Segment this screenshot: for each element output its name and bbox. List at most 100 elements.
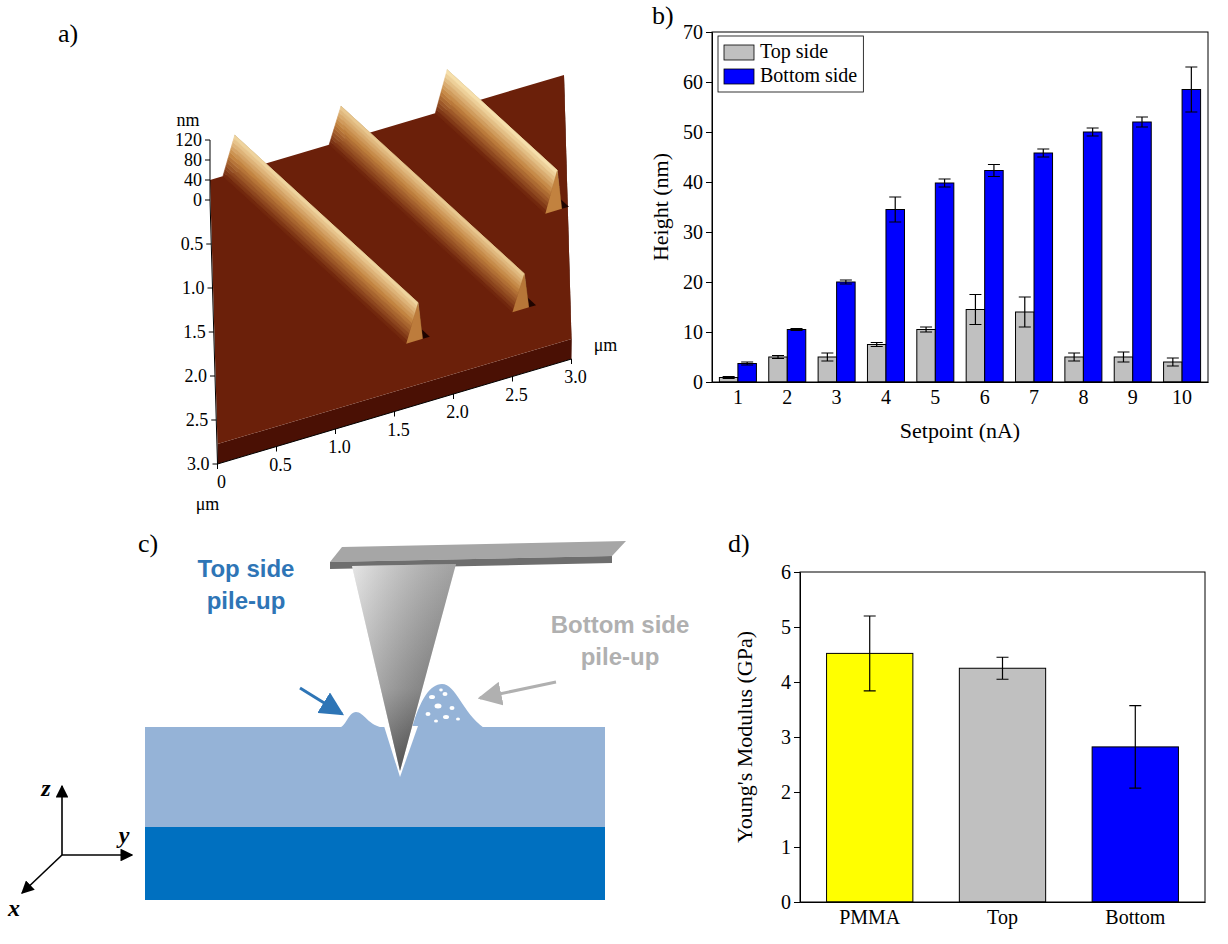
ridge-face xyxy=(340,106,524,277)
tick-mark xyxy=(706,32,712,33)
ridge-back-face xyxy=(235,135,419,306)
panel-label: d) xyxy=(728,529,750,558)
tick: 70 xyxy=(683,21,712,43)
tick-label: 5 xyxy=(781,616,791,638)
bottom-side-pile-up xyxy=(412,684,484,728)
tick-mark xyxy=(706,132,712,133)
tick-label: 4 xyxy=(781,671,791,693)
ridge-end xyxy=(406,303,423,344)
bar xyxy=(837,282,856,382)
plot-frame xyxy=(712,32,1208,382)
void xyxy=(443,715,449,719)
tick-mark xyxy=(394,412,395,417)
ridge-end xyxy=(545,170,562,214)
x-axis: 12345678910 xyxy=(713,383,1209,409)
tick-label: 60 xyxy=(683,71,703,93)
tick-mark xyxy=(794,682,800,683)
tick-label: 8 xyxy=(1078,386,1088,408)
tick: 2 xyxy=(781,781,800,803)
error-bar xyxy=(939,179,951,187)
tick-mark xyxy=(453,394,454,399)
tick: 10 xyxy=(1172,386,1192,408)
tick-label: 40 xyxy=(184,170,202,190)
void xyxy=(429,695,435,699)
ridge-face xyxy=(439,95,550,199)
tick: 3 xyxy=(832,386,842,408)
axis-title: μm xyxy=(594,335,618,355)
tick-label: 0 xyxy=(193,190,202,210)
tick-label: 3.0 xyxy=(187,454,210,474)
error-bar xyxy=(840,280,852,284)
tick-label: 6 xyxy=(980,386,990,408)
tick-mark xyxy=(706,332,712,333)
ridge-face xyxy=(227,159,411,330)
ridge-face xyxy=(444,77,555,181)
tick: 8 xyxy=(1078,386,1088,408)
ridge-face xyxy=(443,81,554,185)
void xyxy=(439,689,443,692)
tick: 5 xyxy=(930,386,940,408)
tick-mark xyxy=(213,464,218,465)
tick: 40 xyxy=(683,171,712,193)
tick-label: 1.0 xyxy=(328,437,351,457)
tick-label: 0.5 xyxy=(269,455,292,475)
panel-bar-chart: 01020304050607012345678910Height (nm)Set… xyxy=(648,21,1209,443)
tick: Top xyxy=(987,906,1018,929)
error-bar xyxy=(1167,358,1179,366)
ridge-face xyxy=(224,169,408,340)
tick-label: 50 xyxy=(683,121,703,143)
x-axis: 00.51.01.52.02.53.0μm xyxy=(217,335,617,492)
ridge-face xyxy=(445,73,556,177)
ridge-face xyxy=(232,142,416,313)
void xyxy=(426,712,431,716)
panel-label: b) xyxy=(652,1,674,30)
y-axis: 0123456 xyxy=(781,561,801,913)
tick: Bottom xyxy=(1105,906,1165,928)
legend-label: Bottom side xyxy=(760,64,857,86)
panel-label: a) xyxy=(58,19,78,48)
tick-mark xyxy=(794,792,800,793)
tick-label: Bottom xyxy=(1105,906,1165,928)
ridge-face xyxy=(229,152,413,323)
bar xyxy=(1034,153,1053,382)
bar xyxy=(959,668,1045,902)
tick-mark xyxy=(794,572,800,573)
z-axis: 04080120nm xyxy=(175,110,210,210)
tick-label: 3.0 xyxy=(564,367,587,387)
tick-mark xyxy=(794,847,800,848)
legend-swatch xyxy=(724,45,754,60)
bar xyxy=(1182,90,1201,383)
tick-mark xyxy=(211,420,216,421)
tick-mark xyxy=(205,200,210,201)
axis-title: μm xyxy=(196,494,220,514)
tick-mark xyxy=(794,737,800,738)
error-bar xyxy=(723,377,735,379)
tick: 1 xyxy=(733,386,743,408)
tick: 10 xyxy=(683,321,712,343)
bar xyxy=(1133,122,1152,382)
tick-label: 2 xyxy=(782,386,792,408)
tick: 50 xyxy=(683,121,712,143)
coordinate-label: y xyxy=(116,822,130,848)
axis-line xyxy=(210,140,211,200)
substrate-layer xyxy=(145,827,605,900)
plot-marks xyxy=(827,616,1179,902)
error-bar xyxy=(791,329,803,331)
error-bar xyxy=(1117,352,1129,362)
tip xyxy=(352,564,456,771)
tick: 20 xyxy=(683,271,712,293)
axis-title: nm xyxy=(176,110,199,130)
tick-label: 5 xyxy=(930,386,940,408)
tick-label: 6 xyxy=(781,561,791,583)
bar xyxy=(867,345,886,383)
tick: 60 xyxy=(683,71,712,93)
tick-mark xyxy=(205,140,210,141)
panel-label: c) xyxy=(138,529,158,558)
tick-label: 4 xyxy=(881,386,891,408)
tick-label: 1.5 xyxy=(183,322,206,342)
tick-label: 80 xyxy=(184,150,202,170)
ridge-face xyxy=(225,166,409,337)
bar xyxy=(1083,132,1102,382)
tick-label: 20 xyxy=(683,271,703,293)
tick-mark xyxy=(794,627,800,628)
